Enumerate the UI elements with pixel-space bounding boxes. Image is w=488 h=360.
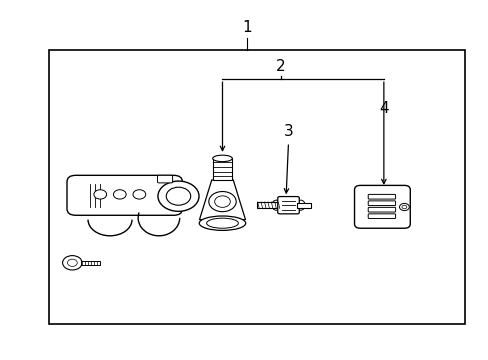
Ellipse shape [206, 218, 238, 228]
Circle shape [208, 192, 236, 212]
Text: 4: 4 [378, 100, 388, 116]
Circle shape [158, 181, 199, 211]
Text: 2: 2 [276, 59, 285, 74]
FancyBboxPatch shape [354, 185, 409, 228]
Bar [297, 203, 310, 208]
Ellipse shape [296, 200, 305, 210]
FancyBboxPatch shape [67, 175, 182, 215]
FancyBboxPatch shape [367, 194, 395, 199]
Circle shape [113, 190, 126, 199]
Bar [256, 202, 281, 208]
Circle shape [214, 196, 230, 207]
Polygon shape [199, 180, 245, 220]
Bar [49, 50, 464, 324]
Bar [81, 261, 100, 265]
Ellipse shape [271, 200, 280, 210]
Ellipse shape [212, 155, 232, 162]
Ellipse shape [199, 216, 245, 230]
Circle shape [67, 259, 77, 266]
FancyBboxPatch shape [277, 197, 299, 214]
FancyBboxPatch shape [157, 175, 172, 183]
FancyBboxPatch shape [367, 214, 395, 219]
Circle shape [399, 203, 408, 211]
FancyBboxPatch shape [367, 207, 395, 212]
Circle shape [166, 187, 190, 205]
Circle shape [94, 190, 106, 199]
Circle shape [401, 205, 406, 209]
Text: 3: 3 [283, 124, 293, 139]
Circle shape [62, 256, 82, 270]
Text: 1: 1 [242, 19, 251, 35]
FancyBboxPatch shape [367, 201, 395, 206]
Circle shape [133, 190, 145, 199]
Bar [212, 158, 232, 180]
